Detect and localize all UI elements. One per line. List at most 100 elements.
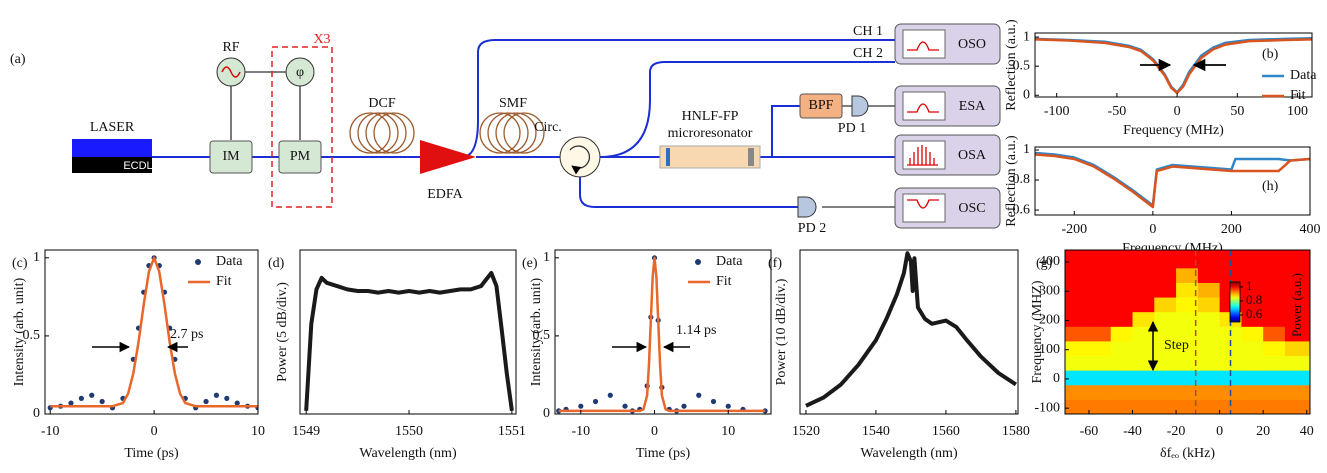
heat-cell: [1284, 326, 1310, 342]
x-tick-label: -200: [1061, 222, 1087, 237]
panel-label: (h): [1262, 179, 1279, 194]
plot-area: [805, 251, 1017, 408]
x-tick-label: 20: [1256, 424, 1270, 439]
annotation: Step: [1164, 338, 1189, 353]
y-tick-label: 400: [1039, 254, 1060, 269]
heat-cell: [1197, 340, 1221, 357]
panel: -10 0 10 0 0.5 1 Time (ps) Intensity (arb. unit…: [522, 249, 772, 461]
axes-frame: [554, 249, 772, 415]
heat-cell: [1065, 399, 1090, 414]
setup-diagram: (a) LASER ECDL RF φ IM PM X3 DCF EDFA SM…: [10, 23, 1001, 236]
heat-cell: [1132, 311, 1155, 327]
im-label: IM: [222, 149, 240, 164]
fiber: [579, 177, 798, 208]
data-line: [558, 256, 766, 413]
legend-label: Data: [716, 254, 743, 269]
colorbar-tick-label: 0.8: [1246, 292, 1262, 307]
annotation: 2.7 ps: [170, 327, 203, 342]
heat-cell: [1132, 340, 1155, 357]
resonator-title: HNLF-FP: [682, 109, 739, 124]
data-line: [304, 270, 514, 411]
heat-cell: [1110, 311, 1134, 327]
heat-cell: [1284, 250, 1310, 269]
photodiode: [851, 95, 869, 117]
pm-label: PM: [290, 149, 311, 164]
heat-cell: [1088, 282, 1112, 298]
heat-cell: [1197, 297, 1221, 313]
heat-cell: [1241, 250, 1264, 269]
x-tick-label: -10: [41, 424, 60, 439]
heat-cell: [1241, 355, 1264, 371]
fiber: [771, 105, 800, 157]
heat-cell: [1197, 370, 1221, 386]
heat-cell: [1132, 399, 1155, 414]
heat-cell: [1241, 399, 1264, 414]
heat-cell: [1263, 326, 1286, 342]
axes-frame: [1064, 249, 1311, 415]
heat-cell: [1176, 311, 1199, 327]
heat-cell: [1263, 250, 1286, 269]
panel-label: (g): [1036, 256, 1053, 271]
plot-area: [1065, 250, 1310, 414]
y-axis-label: Power (10 dB/div.): [774, 278, 789, 385]
circulator: [559, 136, 601, 178]
y-tick-label: 0.5: [23, 328, 41, 343]
data-point: [213, 392, 220, 398]
heat-cell: [1065, 340, 1090, 357]
data-point: [622, 403, 628, 409]
circulator-label: Circ.: [534, 120, 562, 135]
plot-area: [1035, 36, 1312, 95]
x-tick-label: 200: [1221, 222, 1242, 237]
x-tick-label: 50: [1230, 104, 1244, 119]
data-point: [696, 392, 702, 398]
heat-cell: [1065, 311, 1090, 327]
rf-icon: [221, 66, 241, 78]
pm-box: [278, 140, 322, 174]
heat-cell: [1284, 340, 1310, 357]
plot-area: [556, 255, 768, 414]
heat-cell: [1241, 311, 1264, 327]
instrument-label: OSO: [958, 37, 986, 52]
x-tick-label: -20: [1167, 424, 1186, 439]
x-axis-label: Time (ps): [124, 446, 179, 461]
heat-cell: [1154, 250, 1177, 269]
colorbar: [1229, 281, 1241, 323]
heat-cell: [1065, 326, 1090, 342]
heat-cell: [1241, 326, 1264, 342]
x-tick-label: 1551: [498, 424, 526, 439]
heat-cell: [1284, 311, 1310, 327]
y-axis-label: Reflection (a.u.): [1004, 135, 1019, 227]
laser-body: [72, 157, 152, 173]
heat-cell: [1284, 355, 1310, 371]
instrument-screen: [902, 91, 946, 121]
circulator-icon: [569, 145, 591, 175]
pd1-label: PD 1: [838, 121, 866, 136]
x-tick-label: -40: [1123, 424, 1142, 439]
plot-area: [1035, 151, 1310, 209]
laser-label: LASER: [90, 120, 135, 135]
heat-cell: [1110, 384, 1134, 400]
y-tick-label: -100: [1034, 400, 1060, 415]
heat-cell: [1088, 384, 1112, 400]
heat-cell: [1154, 311, 1177, 327]
data-line: [1035, 151, 1310, 207]
mirror: [666, 148, 670, 166]
axes-frame: [799, 249, 1019, 415]
data-point: [556, 408, 562, 414]
heat-cell: [1241, 282, 1264, 298]
heat-cell: [1132, 267, 1155, 283]
heat-cell: [1110, 370, 1134, 386]
heat-cell: [1154, 370, 1177, 386]
heat-cell: [1132, 282, 1155, 298]
edfa: [420, 140, 476, 174]
data-point: [234, 400, 240, 406]
channel-label: CH 1: [853, 24, 883, 39]
wire: [230, 71, 895, 208]
data-point: [725, 403, 731, 409]
x-tick-label: -60: [1080, 424, 1099, 439]
legend-label: Fit: [1290, 88, 1306, 103]
data-line: [50, 256, 258, 408]
x-axis-label: Frequency (MHz): [1123, 123, 1224, 138]
heat-cell: [1219, 370, 1242, 386]
